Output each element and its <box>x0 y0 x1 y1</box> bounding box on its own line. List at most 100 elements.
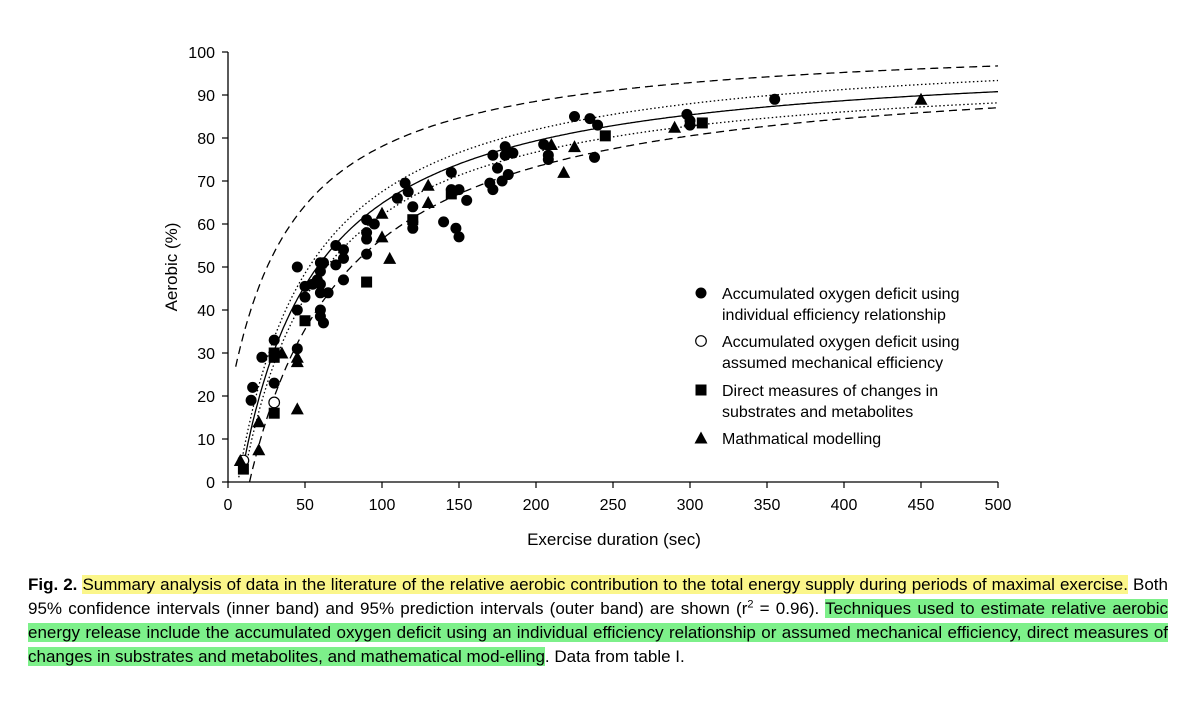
data-point-filled-square <box>445 188 457 200</box>
legend-label: Accumulated oxygen deficit using <box>722 286 959 303</box>
x-tick-label: 150 <box>446 497 473 514</box>
figure-label: Fig. 2. <box>28 575 78 594</box>
data-point-filled-circle <box>402 186 414 198</box>
x-tick-label: 300 <box>677 497 704 514</box>
data-point-filled-circle <box>330 259 342 271</box>
scatter-chart: 0 50 100 150 200 250 300 350 400 450 500 0 10 20 30 40 5… <box>162 45 1011 549</box>
data-point-filled-circle <box>361 233 373 245</box>
data-point-filled-triangle <box>290 402 304 415</box>
data-point-filled-triangle <box>275 346 289 359</box>
data-point-filled-triangle <box>252 415 266 428</box>
figure-caption: Fig. 2. Summary analysis of data in the … <box>28 573 1168 669</box>
caption-r-superscript: 2 <box>747 598 754 611</box>
data-point-filled-circle <box>391 192 403 204</box>
data-point-filled-triangle <box>383 251 397 264</box>
data-point-filled-triangle <box>252 443 266 456</box>
data-point-open-circle <box>268 396 281 409</box>
data-point-filled-circle <box>769 93 781 105</box>
legend-label: substrates and metabolites <box>722 404 913 421</box>
data-point-filled-circle <box>407 222 419 234</box>
data-point-filled-circle <box>322 287 334 299</box>
data-point-filled-triangle <box>421 178 435 191</box>
data-point-filled-circle <box>584 113 596 125</box>
data-point-filled-circle <box>268 334 280 346</box>
data-point-filled-circle <box>461 194 473 206</box>
data-point-filled-triangle <box>914 92 928 105</box>
data-point-filled-circle <box>569 111 580 122</box>
y-tick-label: 50 <box>197 260 215 277</box>
y-tick-label: 30 <box>197 346 215 363</box>
prediction-band-upper <box>235 65 999 367</box>
data-points <box>233 92 928 475</box>
data-point-filled-circle <box>256 351 268 363</box>
data-point-filled-square <box>361 276 373 288</box>
legend-label: Direct measures of changes in <box>722 383 938 400</box>
data-point-filled-circle <box>338 274 349 286</box>
legend-label: assumed mechanical efficiency <box>722 355 943 372</box>
data-point-filled-square <box>407 214 419 226</box>
legend-marker-open-circle <box>695 335 707 347</box>
x-tick-label: 400 <box>831 497 858 514</box>
data-point-filled-triangle <box>375 230 389 243</box>
y-tick-label: 60 <box>197 217 215 234</box>
data-point-filled-triangle <box>544 137 558 150</box>
data-point-filled-square <box>237 463 249 475</box>
data-point-filled-triangle <box>421 196 435 208</box>
x-tick-label: 350 <box>754 497 781 514</box>
data-point-filled-circle <box>450 222 462 234</box>
data-point-filled-circle <box>502 169 514 181</box>
data-point-filled-circle <box>507 147 519 159</box>
data-point-filled-circle <box>317 257 329 269</box>
fit-curve <box>241 91 998 474</box>
data-point-filled-circle <box>361 248 373 260</box>
data-point-filled-square <box>268 351 280 363</box>
data-point-filled-circle <box>268 377 280 389</box>
data-point-filled-circle <box>247 381 259 393</box>
data-point-filled-circle <box>492 162 503 174</box>
x-tick-label: 50 <box>296 497 314 514</box>
axes: 0 50 100 150 200 250 300 350 400 450 500 0 10 20 30 40 5… <box>188 45 1011 514</box>
data-point-filled-square <box>268 407 280 419</box>
legend-label: Mathmatical modelling <box>722 431 881 448</box>
y-tick-label: 40 <box>197 303 215 320</box>
data-point-filled-square <box>599 130 611 142</box>
data-point-filled-triangle <box>568 140 581 153</box>
x-tick-label: 100 <box>369 497 396 514</box>
data-point-filled-circle <box>499 141 511 153</box>
legend-marker-filled-circle <box>695 287 707 299</box>
y-tick-label: 0 <box>206 475 215 492</box>
x-tick-label: 0 <box>224 497 233 514</box>
data-point-filled-circle <box>453 231 465 243</box>
data-point-filled-circle <box>399 177 411 189</box>
x-axis-label: Exercise duration (sec) <box>527 530 701 549</box>
y-axis-label: Aerobic (%) <box>162 223 181 312</box>
y-tick-label: 70 <box>197 174 215 191</box>
data-point-filled-triangle <box>557 165 571 178</box>
data-point-filled-triangle <box>375 206 389 219</box>
legend: Accumulated oxygen deficit using individu… <box>694 286 959 448</box>
data-point-filled-circle <box>589 151 601 163</box>
data-point-filled-circle <box>368 218 380 230</box>
data-point-filled-circle <box>291 261 303 273</box>
legend-label: individual efficiency relationship <box>722 307 946 324</box>
legend-label: Accumulated oxygen deficit using <box>722 334 959 351</box>
fit-bands <box>235 65 999 482</box>
caption-source-text: . Data from table I. <box>544 647 685 666</box>
x-tick-label: 200 <box>523 497 550 514</box>
data-point-filled-square <box>696 117 708 129</box>
data-point-filled-circle <box>314 278 326 290</box>
data-point-filled-circle <box>245 394 257 406</box>
prediction-band-lower <box>248 107 999 482</box>
legend-marker-filled-square <box>695 384 707 396</box>
caption-intervals-text: Both 95% confidence intervals (inner ban… <box>28 575 1168 618</box>
x-tick-label: 500 <box>985 497 1012 514</box>
y-tick-label: 20 <box>197 389 215 406</box>
data-point-filled-circle <box>338 244 349 256</box>
x-tick-label: 250 <box>600 497 627 514</box>
confidence-band-lower <box>244 102 999 472</box>
data-point-filled-square <box>299 315 311 327</box>
data-point-filled-triangle <box>290 350 304 363</box>
y-tick-label: 90 <box>197 88 215 105</box>
data-point-filled-circle <box>487 149 499 161</box>
data-point-filled-circle <box>314 287 326 299</box>
